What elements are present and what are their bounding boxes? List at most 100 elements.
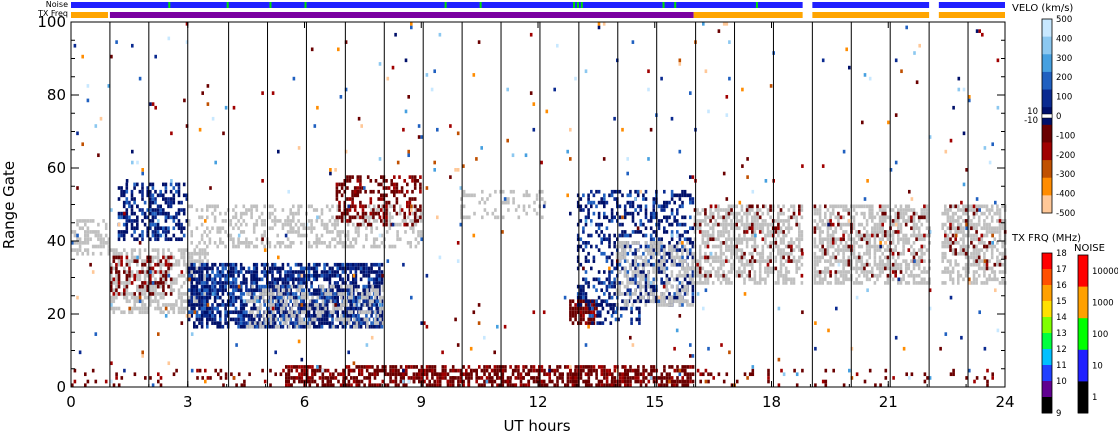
- cell: [792, 241, 796, 245]
- cell: [745, 230, 749, 234]
- cell: [341, 310, 345, 315]
- cell: [615, 288, 619, 293]
- cell: [245, 281, 248, 285]
- cell: [156, 211, 160, 216]
- cell: [676, 219, 679, 223]
- cell: [414, 208, 418, 212]
- cell: [977, 215, 981, 220]
- cell: [592, 284, 596, 289]
- cell: [141, 186, 144, 190]
- cell: [951, 222, 955, 227]
- cell: [130, 219, 134, 223]
- cell: [372, 237, 376, 242]
- cell: [362, 288, 365, 293]
- cell: [208, 237, 212, 242]
- cell: [136, 259, 139, 263]
- cell: [307, 277, 311, 282]
- cell: [683, 259, 687, 263]
- cell: [206, 270, 209, 274]
- cell: [138, 270, 142, 274]
- cell: [200, 317, 204, 322]
- cell: [128, 262, 131, 267]
- cell: [621, 233, 624, 238]
- cell: [141, 310, 144, 315]
- cell: [711, 259, 715, 263]
- cell: [224, 277, 227, 282]
- cell: [639, 244, 643, 249]
- cell: [264, 317, 267, 322]
- cell: [857, 251, 861, 256]
- cell: [255, 270, 259, 274]
- cell: [842, 248, 845, 252]
- cell: [136, 306, 139, 311]
- cell: [117, 284, 121, 289]
- cell: [977, 259, 981, 263]
- cell: [967, 266, 970, 271]
- cell: [133, 295, 136, 300]
- cell: [412, 230, 415, 234]
- cell: [216, 295, 219, 300]
- cell: [109, 288, 113, 293]
- cell: [660, 262, 663, 267]
- cell: [328, 219, 332, 223]
- cell: [714, 259, 718, 263]
- cell: [693, 281, 697, 285]
- cell: [698, 259, 702, 263]
- cell: [725, 219, 728, 223]
- cell: [239, 270, 243, 274]
- cell: [193, 284, 196, 289]
- cell: [156, 262, 160, 267]
- cell: [813, 219, 817, 223]
- cell: [983, 219, 986, 223]
- cell: [662, 259, 666, 263]
- cell: [315, 277, 319, 282]
- cell: [912, 222, 916, 227]
- cell: [610, 284, 614, 289]
- cell: [642, 262, 645, 267]
- cell: [336, 299, 339, 304]
- cell: [182, 193, 186, 198]
- cell: [293, 299, 296, 304]
- cell: [385, 208, 388, 212]
- cell: [216, 321, 219, 325]
- cell: [146, 186, 149, 190]
- cell: [639, 295, 642, 300]
- cell: [380, 197, 383, 201]
- cell: [280, 306, 283, 311]
- cell: [701, 219, 705, 223]
- cell: [574, 317, 577, 322]
- cell: [582, 230, 585, 234]
- cell: [618, 262, 622, 267]
- cell: [339, 273, 342, 278]
- cell: [219, 288, 222, 293]
- cell: [915, 281, 918, 285]
- cell: [725, 211, 728, 216]
- cell: [644, 277, 648, 282]
- cell: [779, 230, 783, 234]
- cell: [372, 281, 376, 285]
- cell: [318, 288, 321, 293]
- cell: [115, 284, 118, 289]
- cell: [239, 230, 243, 234]
- cell: [649, 284, 653, 289]
- cell: [975, 248, 978, 252]
- cell: [307, 204, 311, 209]
- cell: [234, 222, 238, 227]
- cell: [154, 295, 157, 300]
- cell: [269, 306, 273, 311]
- cell: [813, 244, 817, 249]
- cell: [613, 266, 616, 271]
- cell: [871, 244, 874, 249]
- cell: [676, 222, 679, 227]
- cell: [860, 270, 864, 274]
- cell: [719, 259, 723, 263]
- cell: [925, 219, 929, 223]
- cell: [460, 204, 463, 209]
- cell: [777, 277, 780, 282]
- cell: [626, 259, 629, 263]
- cell: [673, 299, 676, 304]
- cell: [868, 233, 871, 238]
- noise-spike: [674, 2, 677, 8]
- cell: [200, 281, 204, 285]
- cell: [234, 244, 238, 249]
